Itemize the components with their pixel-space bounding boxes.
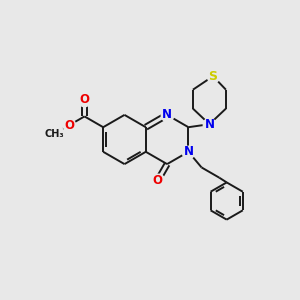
Text: O: O xyxy=(80,93,89,106)
Text: S: S xyxy=(208,70,217,83)
Text: O: O xyxy=(153,174,163,187)
Text: N: N xyxy=(204,118,214,131)
Text: N: N xyxy=(183,145,194,158)
Text: O: O xyxy=(64,118,74,132)
Text: CH₃: CH₃ xyxy=(44,129,64,139)
Text: N: N xyxy=(162,108,172,122)
